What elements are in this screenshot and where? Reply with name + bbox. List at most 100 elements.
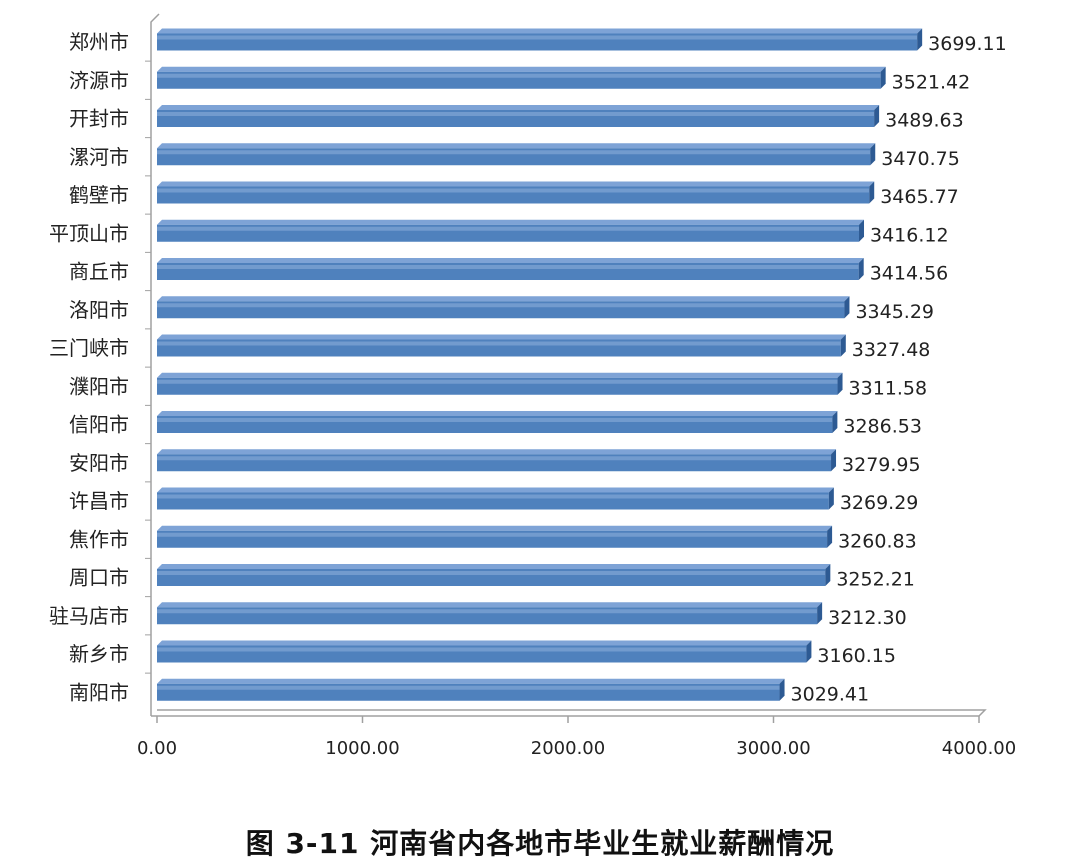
bar-end-face <box>844 296 850 319</box>
bar-highlight <box>157 265 859 269</box>
y-axis-wall <box>150 13 160 716</box>
bar-end-face <box>825 564 831 586</box>
chart-svg: 0.00 1000.00 2000.00 3000.00 4000.00 郑州市 3699.… <box>49 13 1016 759</box>
category-label: 郑州市 <box>69 30 129 54</box>
bar-highlight <box>157 341 841 346</box>
value-label: 3345.29 <box>855 301 934 323</box>
value-label: 3252.21 <box>836 569 915 591</box>
category-label: 驻马店市 <box>49 604 129 628</box>
value-label: 3279.95 <box>842 454 921 476</box>
x-tick-label: 2000.00 <box>531 738 605 759</box>
bar-top-face <box>157 411 838 416</box>
bar-top-face <box>157 564 831 569</box>
category-label: 许昌市 <box>69 489 129 513</box>
bar-top-face <box>157 28 923 34</box>
category-label: 周口市 <box>69 566 129 590</box>
bar-highlight <box>157 685 780 690</box>
bar-highlight <box>157 303 845 308</box>
value-label: 3470.75 <box>881 148 960 170</box>
value-label: 3286.53 <box>843 416 922 438</box>
bar-top-face <box>157 66 886 72</box>
category-label: 漯河市 <box>69 145 129 169</box>
bar-top-face <box>157 334 846 340</box>
bar-top-face <box>157 525 833 531</box>
value-label: 3269.29 <box>840 492 919 514</box>
value-label: 3311.58 <box>849 377 928 399</box>
value-label: 3212.30 <box>828 607 907 629</box>
category-label: 信阳市 <box>69 413 129 437</box>
bar-highlight <box>157 379 838 384</box>
category-label: 焦作市 <box>69 527 129 551</box>
bar-highlight <box>157 150 871 155</box>
bar-top-face <box>157 372 843 378</box>
x-tick-label: 4000.00 <box>942 738 1016 759</box>
category-label: 开封市 <box>69 107 129 131</box>
category-label: 平顶山市 <box>49 221 129 245</box>
bar-top-face <box>157 105 880 110</box>
bar-top-face <box>157 487 834 493</box>
value-label: 3489.63 <box>885 110 964 132</box>
bar-end-face <box>806 640 812 663</box>
value-label: 3416.12 <box>870 224 949 246</box>
bar-top-face <box>157 602 823 608</box>
bar-top-face <box>157 296 850 302</box>
bar-end-face <box>831 449 837 472</box>
bar-highlight <box>157 647 807 652</box>
bar-highlight <box>157 35 918 40</box>
bar-end-face <box>880 66 886 89</box>
bar-highlight <box>157 494 829 499</box>
bar-end-face <box>828 487 834 510</box>
bar-end-face <box>859 219 865 242</box>
x-axis-floor <box>151 709 987 717</box>
bar-end-face <box>827 525 833 548</box>
category-label: 洛阳市 <box>69 298 129 322</box>
category-label: 南阳市 <box>69 680 129 704</box>
bar-highlight <box>157 609 818 614</box>
bar-highlight <box>157 73 881 78</box>
bar-end-face <box>869 181 875 204</box>
x-tick-label: 0.00 <box>137 738 177 759</box>
category-label: 鹤壁市 <box>69 183 129 207</box>
category-label: 濮阳市 <box>69 374 129 398</box>
value-label: 3327.48 <box>852 339 931 361</box>
bar-end-face <box>779 678 785 701</box>
bar-end-face <box>870 143 876 166</box>
category-label: 济源市 <box>69 68 129 92</box>
bar-highlight <box>157 112 875 116</box>
value-label: 3160.15 <box>817 645 896 667</box>
x-tick-label: 1000.00 <box>325 738 399 759</box>
bar-top-face <box>157 181 875 187</box>
bar-top-face <box>157 449 837 455</box>
bar-end-face <box>817 602 823 625</box>
value-label: 3260.83 <box>838 530 917 552</box>
bar-highlight <box>157 226 860 231</box>
figure-caption: 图 3-11 河南省内各地市毕业生就业薪酬情况 <box>245 827 835 860</box>
bar-top-face <box>157 640 812 646</box>
bar-end-face <box>917 28 923 51</box>
value-label: 3699.11 <box>928 33 1007 55</box>
bar-top-face <box>157 219 865 225</box>
bar-end-face <box>874 105 880 127</box>
bar-highlight <box>157 188 870 193</box>
bar-highlight <box>157 571 826 575</box>
bar-top-face <box>157 143 876 149</box>
value-label: 3029.41 <box>791 683 870 705</box>
salary-bar-chart: 0.00 1000.00 2000.00 3000.00 4000.00 郑州市 3699.… <box>49 13 1016 759</box>
bar-end-face <box>837 372 843 395</box>
bar-top-face <box>157 678 785 684</box>
category-label: 安阳市 <box>69 451 129 475</box>
category-label: 三门峡市 <box>49 336 129 360</box>
value-label: 3521.42 <box>892 71 971 93</box>
bar-end-face <box>840 334 846 357</box>
category-label: 新乡市 <box>69 642 129 666</box>
value-label: 3465.77 <box>880 186 959 208</box>
value-label: 3414.56 <box>870 263 949 285</box>
bar-highlight <box>157 532 828 537</box>
category-label: 商丘市 <box>69 260 129 284</box>
bar-highlight <box>157 456 832 461</box>
bar-top-face <box>157 258 864 263</box>
x-tick-label: 3000.00 <box>736 738 810 759</box>
bar-highlight <box>157 418 833 422</box>
bar-end-face <box>832 411 838 433</box>
bar-end-face <box>858 258 864 280</box>
